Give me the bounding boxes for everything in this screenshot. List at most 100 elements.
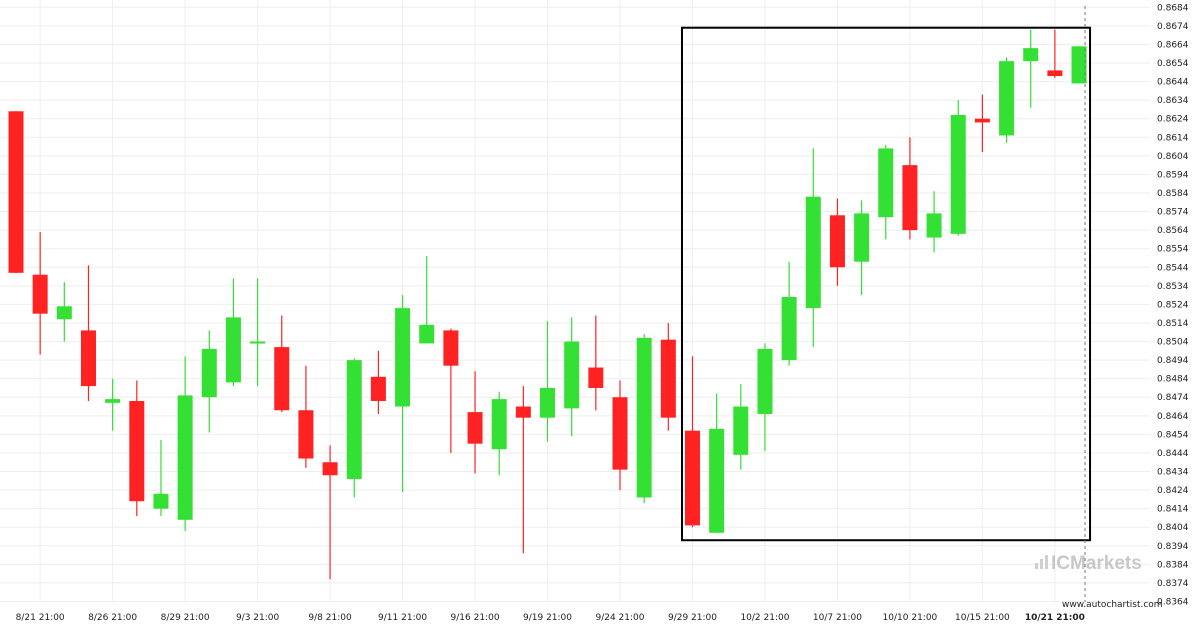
y-tick-label: 0.8604 bbox=[1157, 152, 1189, 162]
candle-bearish bbox=[612, 397, 628, 470]
watermark-brand: ICMarkets bbox=[1051, 553, 1142, 574]
bar-chart-icon bbox=[1035, 555, 1048, 569]
candle-bearish bbox=[902, 165, 918, 231]
y-tick-label: 0.8384 bbox=[1157, 560, 1189, 570]
candle-bearish bbox=[443, 330, 459, 366]
y-tick-label: 0.8404 bbox=[1157, 523, 1189, 533]
candle-bearish bbox=[588, 367, 604, 388]
x-tick-label: 10/7 21:00 bbox=[813, 613, 862, 623]
candle-bullish bbox=[153, 493, 169, 509]
candle-bullish bbox=[1071, 46, 1087, 84]
y-tick-label: 0.8684 bbox=[1157, 3, 1189, 13]
candle-bearish bbox=[32, 274, 48, 314]
y-tick-label: 0.8594 bbox=[1157, 170, 1189, 180]
candle-bullish bbox=[250, 341, 266, 344]
grid bbox=[0, 0, 1150, 602]
y-tick-label: 0.8504 bbox=[1157, 338, 1189, 348]
y-tick-label: 0.8644 bbox=[1157, 78, 1189, 88]
candle-bearish bbox=[515, 406, 531, 418]
y-tick-label: 0.8474 bbox=[1157, 393, 1189, 403]
source-label: www.autochartist.com bbox=[1062, 600, 1163, 610]
x-tick-label: 9/11 21:00 bbox=[378, 613, 427, 623]
x-tick-label: 10/15 21:00 bbox=[955, 613, 1010, 623]
candle-bullish bbox=[1023, 48, 1039, 62]
candle-bullish bbox=[346, 360, 362, 479]
candle-bearish bbox=[274, 347, 290, 411]
y-tick-label: 0.8564 bbox=[1157, 226, 1189, 236]
candle-bearish bbox=[829, 215, 845, 268]
x-tick-label: 8/21 21:00 bbox=[16, 613, 65, 623]
y-tick-label: 0.8414 bbox=[1157, 505, 1189, 515]
x-tick-label: 9/24 21:00 bbox=[595, 613, 644, 623]
candle-bullish bbox=[177, 395, 193, 520]
x-tick-label: 10/2 21:00 bbox=[740, 613, 789, 623]
y-tick-label: 0.8534 bbox=[1157, 282, 1189, 292]
candle-bullish bbox=[105, 399, 121, 403]
candle-bullish bbox=[950, 114, 966, 234]
candle-bearish bbox=[684, 430, 700, 526]
candle-bullish bbox=[201, 348, 217, 398]
x-tick-label: 9/16 21:00 bbox=[451, 613, 500, 623]
y-tick-label: 0.8634 bbox=[1157, 96, 1189, 106]
candle-bullish bbox=[733, 406, 749, 455]
candle-bullish bbox=[56, 306, 72, 320]
y-tick-label: 0.8664 bbox=[1157, 40, 1189, 50]
y-tick-label: 0.8454 bbox=[1157, 430, 1189, 440]
y-tick-label: 0.8434 bbox=[1157, 468, 1189, 478]
y-tick-label: 0.8624 bbox=[1157, 115, 1189, 125]
y-tick-label: 0.8544 bbox=[1157, 263, 1189, 273]
candle-bearish bbox=[322, 462, 338, 476]
candle-bullish bbox=[419, 324, 435, 344]
candle-bullish bbox=[999, 61, 1015, 136]
candle-bullish bbox=[395, 308, 411, 407]
candle-bullish bbox=[757, 348, 773, 414]
candle-bullish bbox=[781, 296, 797, 361]
candle-bearish bbox=[974, 118, 990, 123]
candle-bearish bbox=[80, 330, 96, 387]
candle-bullish bbox=[636, 337, 652, 498]
x-tick-label: 9/3 21:00 bbox=[236, 613, 280, 623]
y-tick-label: 0.8364 bbox=[1157, 598, 1189, 608]
y-tick-label: 0.8524 bbox=[1157, 300, 1189, 310]
candle-bearish bbox=[370, 376, 386, 401]
candle-bearish bbox=[8, 111, 24, 273]
x-tick-label: 9/29 21:00 bbox=[668, 613, 717, 623]
x-tick-label: 8/29 21:00 bbox=[161, 613, 210, 623]
candle-bullish bbox=[878, 148, 894, 218]
candle-bullish bbox=[564, 341, 580, 409]
y-tick-label: 0.8554 bbox=[1157, 245, 1189, 255]
candle-bearish bbox=[660, 339, 676, 418]
candle-bullish bbox=[805, 196, 821, 309]
y-tick-label: 0.8464 bbox=[1157, 412, 1189, 422]
pattern-highlight-box bbox=[680, 26, 1092, 542]
y-tick-label: 0.8614 bbox=[1157, 133, 1189, 143]
y-tick-label: 0.8654 bbox=[1157, 59, 1189, 69]
x-tick-label: 9/8 21:00 bbox=[308, 613, 352, 623]
candle-bullish bbox=[709, 428, 725, 533]
x-axis: 8/21 21:00 8/26 21:00 8/29 21:00 9/3 21:00 9… bbox=[16, 613, 1085, 623]
candle-bearish bbox=[298, 410, 314, 459]
y-tick-label: 0.8574 bbox=[1157, 208, 1189, 218]
pattern-box bbox=[680, 6, 1092, 602]
y-tick-label: 0.8514 bbox=[1157, 319, 1189, 329]
candle-bearish bbox=[1047, 70, 1063, 77]
x-tick-label: 8/26 21:00 bbox=[88, 613, 137, 623]
y-tick-label: 0.8374 bbox=[1157, 579, 1189, 589]
candle-bullish bbox=[540, 387, 556, 418]
candle-bullish bbox=[854, 213, 870, 262]
x-tick-label: 9/19 21:00 bbox=[523, 613, 572, 623]
candle-bearish bbox=[467, 412, 483, 444]
y-tick-label: 0.8424 bbox=[1157, 486, 1189, 496]
y-axis: 0.8364 0.8374 0.8384 0.8394 0.8404 0.8414 0.84… bbox=[1157, 3, 1189, 607]
y-tick-label: 0.8674 bbox=[1157, 22, 1189, 32]
x-tick-label: 10/10 21:00 bbox=[883, 613, 938, 623]
candle-bullish bbox=[225, 317, 241, 383]
y-tick-label: 0.8394 bbox=[1157, 542, 1189, 552]
candle-bullish bbox=[926, 213, 942, 238]
watermark: ICMarkets bbox=[1035, 553, 1142, 574]
y-tick-label: 0.8494 bbox=[1157, 356, 1189, 366]
candle-bodies bbox=[8, 46, 1087, 533]
candle-bearish bbox=[129, 400, 145, 502]
